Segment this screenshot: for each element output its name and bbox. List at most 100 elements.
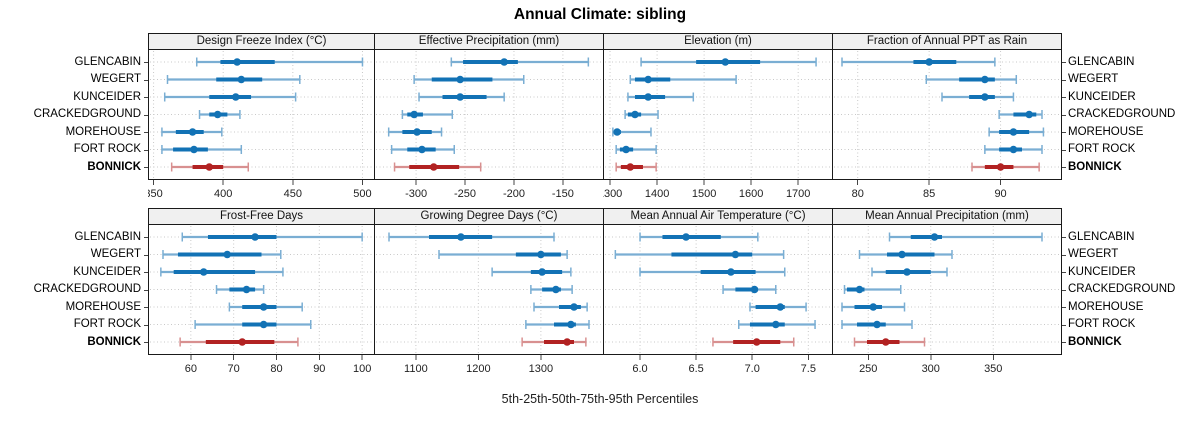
- site-label: FORT ROCK: [73, 318, 141, 330]
- plot-area-svg: [603, 49, 833, 180]
- percentile-series-bonnick: [521, 337, 587, 347]
- percentile-series-crackedground: [401, 110, 454, 119]
- percentile-series-glencabin: [450, 57, 590, 67]
- percentile-series-glencabin: [639, 232, 759, 242]
- percentile-series-wegert: [166, 75, 301, 84]
- percentile-series-bonnick: [712, 337, 795, 347]
- x-axis: 1300 1400 1500 1600 1700: [603, 180, 810, 200]
- percentile-series-morehouse: [387, 127, 443, 137]
- site-label: BONNICK: [1068, 335, 1122, 348]
- row-tick-mark: [1062, 324, 1066, 326]
- row-tick-mark: [144, 289, 148, 291]
- site-label: GLENCABIN: [1068, 55, 1135, 68]
- percentile-series-kunceider: [160, 267, 284, 277]
- percentile-series-crackedground: [215, 285, 265, 294]
- site-label: WEGERT: [1068, 73, 1119, 85]
- row-tick-mark: [1062, 97, 1066, 98]
- row-tick-mark: [144, 79, 148, 81]
- x-axis-tick-label: 90: [313, 363, 325, 375]
- percentile-series-kunceider: [163, 92, 297, 102]
- x-axis: 350 400 450 500: [148, 180, 372, 200]
- percentile-series-glencabin: [888, 232, 1043, 242]
- x-axis-tick-label: 300: [922, 363, 940, 375]
- panel-row-top: GLENCABIN WEGERT KUNCEIDER CRACKEDGROUND MOR…: [0, 33, 1200, 203]
- percentile-series-glencabin: [195, 57, 364, 67]
- panel-header: Growing Degree Days (°C): [374, 208, 604, 225]
- trellis-panel: Elevation (m) 1300 1400 1500 1600 1700: [603, 33, 833, 202]
- trellis-panel: Design Freeze Index (°C) 350 400 450 500: [148, 33, 375, 202]
- panel-header: Fraction of Annual PPT as Rain: [832, 33, 1062, 50]
- x-axis: 80 85 90: [852, 180, 1007, 200]
- x-axis-tick-label: -250: [454, 188, 476, 200]
- percentile-series-fort-rock: [525, 320, 590, 329]
- row-tick-mark: [1062, 132, 1066, 133]
- percentile-series-kunceider: [491, 267, 572, 277]
- percentile-series-wegert: [438, 250, 568, 259]
- site-label: CRACKEDGROUND: [33, 108, 141, 120]
- percentile-series-fort-rock: [194, 320, 312, 329]
- plot-area-svg: [148, 224, 375, 355]
- site-label: BONNICK: [1068, 160, 1122, 173]
- panel-header: Design Freeze Index (°C): [148, 33, 375, 50]
- x-axis: 1100 1200 1300: [404, 355, 553, 375]
- percentile-series-fort-rock: [390, 145, 456, 154]
- x-axis-tick-label: 100: [353, 363, 371, 375]
- site-label: WEGERT: [90, 248, 141, 260]
- percentile-series-fort-rock: [161, 145, 243, 154]
- x-axis-tick-label: 90: [994, 188, 1006, 200]
- x-axis-tick-label: 450: [284, 188, 302, 200]
- percentile-series-morehouse: [749, 302, 807, 312]
- percentile-series-glencabin: [841, 57, 996, 67]
- row-tick-mark: [144, 167, 148, 168]
- percentile-series-morehouse: [841, 302, 906, 312]
- row-tick-mark: [144, 342, 148, 343]
- row-tick-mark: [1062, 62, 1066, 63]
- row-tick-mark: [144, 307, 148, 308]
- percentile-series-bonnick: [170, 162, 250, 172]
- site-label: MOREHOUSE: [1068, 125, 1144, 138]
- percentile-series-bonnick: [615, 162, 657, 172]
- percentile-series-wegert: [925, 75, 1018, 84]
- percentile-series-kunceider: [627, 92, 695, 102]
- percentile-series-fort-rock: [841, 320, 913, 329]
- trellis-panel: Effective Precipitation (mm) -300 -250 -200…: [374, 33, 604, 202]
- percentile-series-morehouse: [228, 302, 303, 312]
- x-axis-tick-label: 6.5: [688, 363, 703, 375]
- row-tick-mark: [1062, 167, 1066, 168]
- panel-header: Frost-Free Days: [148, 208, 375, 225]
- row-tick-mark: [144, 132, 148, 133]
- site-label: FORT ROCK: [73, 143, 141, 155]
- percentile-series-fort-rock: [738, 320, 816, 329]
- x-axis-tick-label: 85: [923, 188, 935, 200]
- row-tick-mark: [1062, 114, 1066, 116]
- x-axis-tick-label: 1100: [404, 363, 428, 375]
- row-tick-mark: [144, 114, 148, 116]
- percentile-series-crackedground: [722, 285, 777, 294]
- site-label: BONNICK: [87, 160, 141, 173]
- panel-header: Elevation (m): [603, 33, 833, 50]
- percentile-series-bonnick: [853, 337, 926, 347]
- percentile-series-morehouse: [612, 127, 652, 137]
- x-axis-tick-label: 7.5: [801, 363, 816, 375]
- percentile-series-morehouse: [988, 127, 1045, 137]
- percentile-series-crackedground: [624, 110, 659, 119]
- trellis-panel: Growing Degree Days (°C) 1100 1200 1300: [374, 208, 604, 377]
- x-axis-tick-label: 1600: [739, 188, 763, 200]
- row-tick-mark: [1062, 237, 1066, 238]
- percentile-series-glencabin: [640, 57, 817, 67]
- x-axis-tick-label: 60: [185, 363, 197, 375]
- x-axis: -300 -250 -200 -150: [405, 180, 574, 200]
- row-tick-mark: [1062, 342, 1066, 343]
- site-label-column-right: GLENCABIN WEGERT KUNCEIDER CRACKEDGROUND MOR…: [1062, 208, 1197, 378]
- site-label: MOREHOUSE: [1068, 300, 1144, 313]
- axis-caption: 5th-25th-50th-75th-95th Percentiles: [501, 392, 699, 406]
- x-axis-tick-label: 1700: [786, 188, 810, 200]
- site-label: CRACKEDGROUND: [33, 283, 141, 295]
- site-label: GLENCABIN: [1068, 230, 1135, 243]
- percentile-series-bonnick: [393, 162, 482, 172]
- x-axis-tick-label: -300: [405, 188, 427, 200]
- x-axis-tick-label: 7.0: [745, 363, 760, 375]
- site-label: MOREHOUSE: [65, 125, 141, 138]
- x-axis-tick-label: 1300: [529, 363, 553, 375]
